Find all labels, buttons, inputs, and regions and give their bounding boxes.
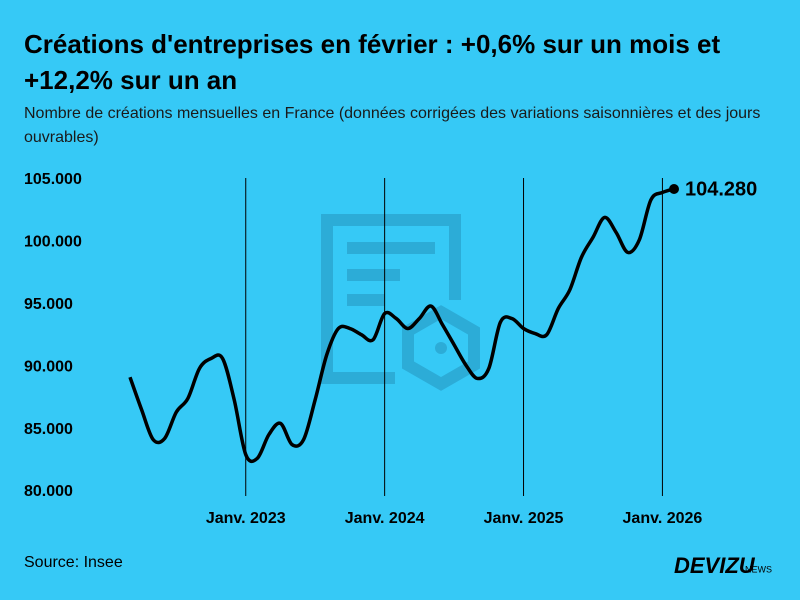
y-tick-label: 105.000 [24,171,82,188]
end-point [669,183,679,194]
y-tick-label: 95.000 [24,296,73,313]
x-tick-label: Janv. 2024 [345,510,425,527]
source: Source: Insee [24,554,123,571]
logo-suffix: NEWS [745,564,772,574]
watermark [321,214,480,391]
x-tick-label: Janv. 2026 [623,510,703,527]
chart-title: Créations d'entreprises en février : +0,… [24,29,721,95]
y-tick-label: 100.000 [24,234,82,251]
line [128,187,675,464]
x-tick-label: Janv. 2023 [206,510,286,527]
y-tick-label: 80.000 [24,483,73,500]
y-tick-label: 90.000 [24,358,73,375]
y-tick-label: 85.000 [24,421,73,438]
end-label: 104.280 [685,178,757,200]
x-tick-label: Janv. 2025 [484,510,564,527]
logo: DEVIZU [674,553,756,578]
chart-subtitle: Nombre de créations mensuelles en France… [24,105,761,146]
